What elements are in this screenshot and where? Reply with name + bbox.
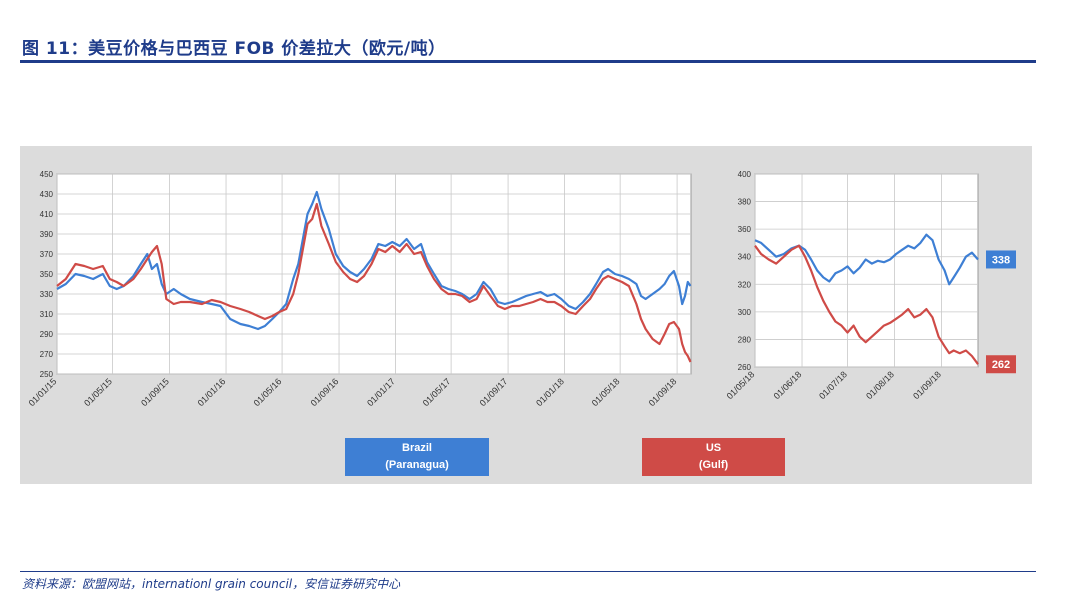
main-y-tick-label: 350 bbox=[40, 270, 54, 279]
chart-panel: 250 270 290 310 330 350 370 390 410 430 450 01/01/1… bbox=[20, 146, 1032, 484]
main-x-tick-label: 01/09/16 bbox=[309, 376, 341, 408]
end-label-brazil-box bbox=[986, 250, 1016, 269]
main-y-tick-label: 250 bbox=[40, 370, 54, 379]
main-y-tick-label: 370 bbox=[40, 250, 54, 259]
main-x-tick-label: 01/05/17 bbox=[421, 376, 453, 408]
main-series-us-line bbox=[56, 202, 692, 363]
main-y-tick-label: 450 bbox=[40, 170, 54, 179]
source-note: 资料来源：欧盟网站，internationl grain council，安信证… bbox=[22, 577, 401, 591]
zoom-x-tick-label: 01/07/18 bbox=[817, 369, 849, 401]
legend-us-port: (Gulf) bbox=[698, 459, 729, 471]
main-x-tick-label: 01/01/16 bbox=[196, 376, 228, 408]
figure-title: 图 11：美豆价格与巴西豆 FOB 价差拉大（欧元/吨） bbox=[22, 39, 446, 59]
title-underline bbox=[20, 60, 1036, 63]
legend-us: US (Gulf) bbox=[642, 438, 785, 476]
legend-brazil: Brazil (Paranagua) bbox=[345, 438, 489, 476]
end-label-us-box bbox=[986, 355, 1016, 374]
zoom-x-tick-label: 01/08/18 bbox=[864, 369, 896, 401]
main-y-tick-label: 430 bbox=[40, 190, 54, 199]
main-x-tick-label: 01/09/17 bbox=[478, 376, 510, 408]
main-series-brazil-line bbox=[56, 190, 692, 331]
end-label-us: 262 bbox=[992, 359, 1010, 371]
zoom-y-tick-label: 320 bbox=[738, 280, 752, 289]
main-x-tick-label: 01/09/15 bbox=[139, 376, 171, 408]
source-rule bbox=[20, 571, 1036, 572]
zoom-y-tick-label: 300 bbox=[738, 308, 752, 317]
zoom-x-tick-label: 01/06/18 bbox=[772, 369, 804, 401]
main-x-tick-label: 01/01/18 bbox=[534, 376, 566, 408]
main-x-tick-label: 01/09/18 bbox=[647, 376, 679, 408]
main-x-tick-label: 01/01/17 bbox=[365, 376, 397, 408]
zoom-x-tick-label: 01/09/18 bbox=[911, 369, 943, 401]
legend-brazil-port: (Paranagua) bbox=[385, 459, 449, 471]
main-x-tick-label: 01/05/18 bbox=[590, 376, 622, 408]
legend-brazil-name: Brazil bbox=[402, 442, 432, 454]
main-x-tick-label: 01/05/15 bbox=[82, 376, 114, 408]
main-y-tick-label: 290 bbox=[40, 330, 54, 339]
main-x-tick-label: 01/01/15 bbox=[27, 376, 59, 408]
zoom-y-tick-label: 340 bbox=[738, 253, 752, 262]
main-y-tick-label: 410 bbox=[40, 210, 54, 219]
zoom-y-tick-label: 360 bbox=[738, 225, 752, 234]
zoom-series-us-line bbox=[754, 244, 979, 365]
main-y-tick-label: 330 bbox=[40, 290, 54, 299]
main-y-tick-label: 310 bbox=[40, 310, 54, 319]
chart-svg: 250 270 290 310 330 350 370 390 410 430 450 01/01/1… bbox=[27, 170, 1016, 408]
end-label-brazil: 338 bbox=[992, 254, 1010, 266]
legend-us-name: US bbox=[705, 442, 722, 454]
zoom-x-tick-label: 01/05/18 bbox=[725, 369, 757, 401]
zoom-y-tick-label: 280 bbox=[738, 335, 752, 344]
zoom-plot-area bbox=[754, 173, 979, 368]
main-y-tick-label: 270 bbox=[40, 350, 54, 359]
zoom-y-tick-label: 380 bbox=[738, 198, 752, 207]
zoom-y-tick-label: 400 bbox=[738, 170, 752, 179]
zoom-y-tick-label: 260 bbox=[738, 363, 752, 372]
main-y-tick-label: 390 bbox=[40, 230, 54, 239]
main-x-tick-label: 01/05/16 bbox=[252, 376, 284, 408]
